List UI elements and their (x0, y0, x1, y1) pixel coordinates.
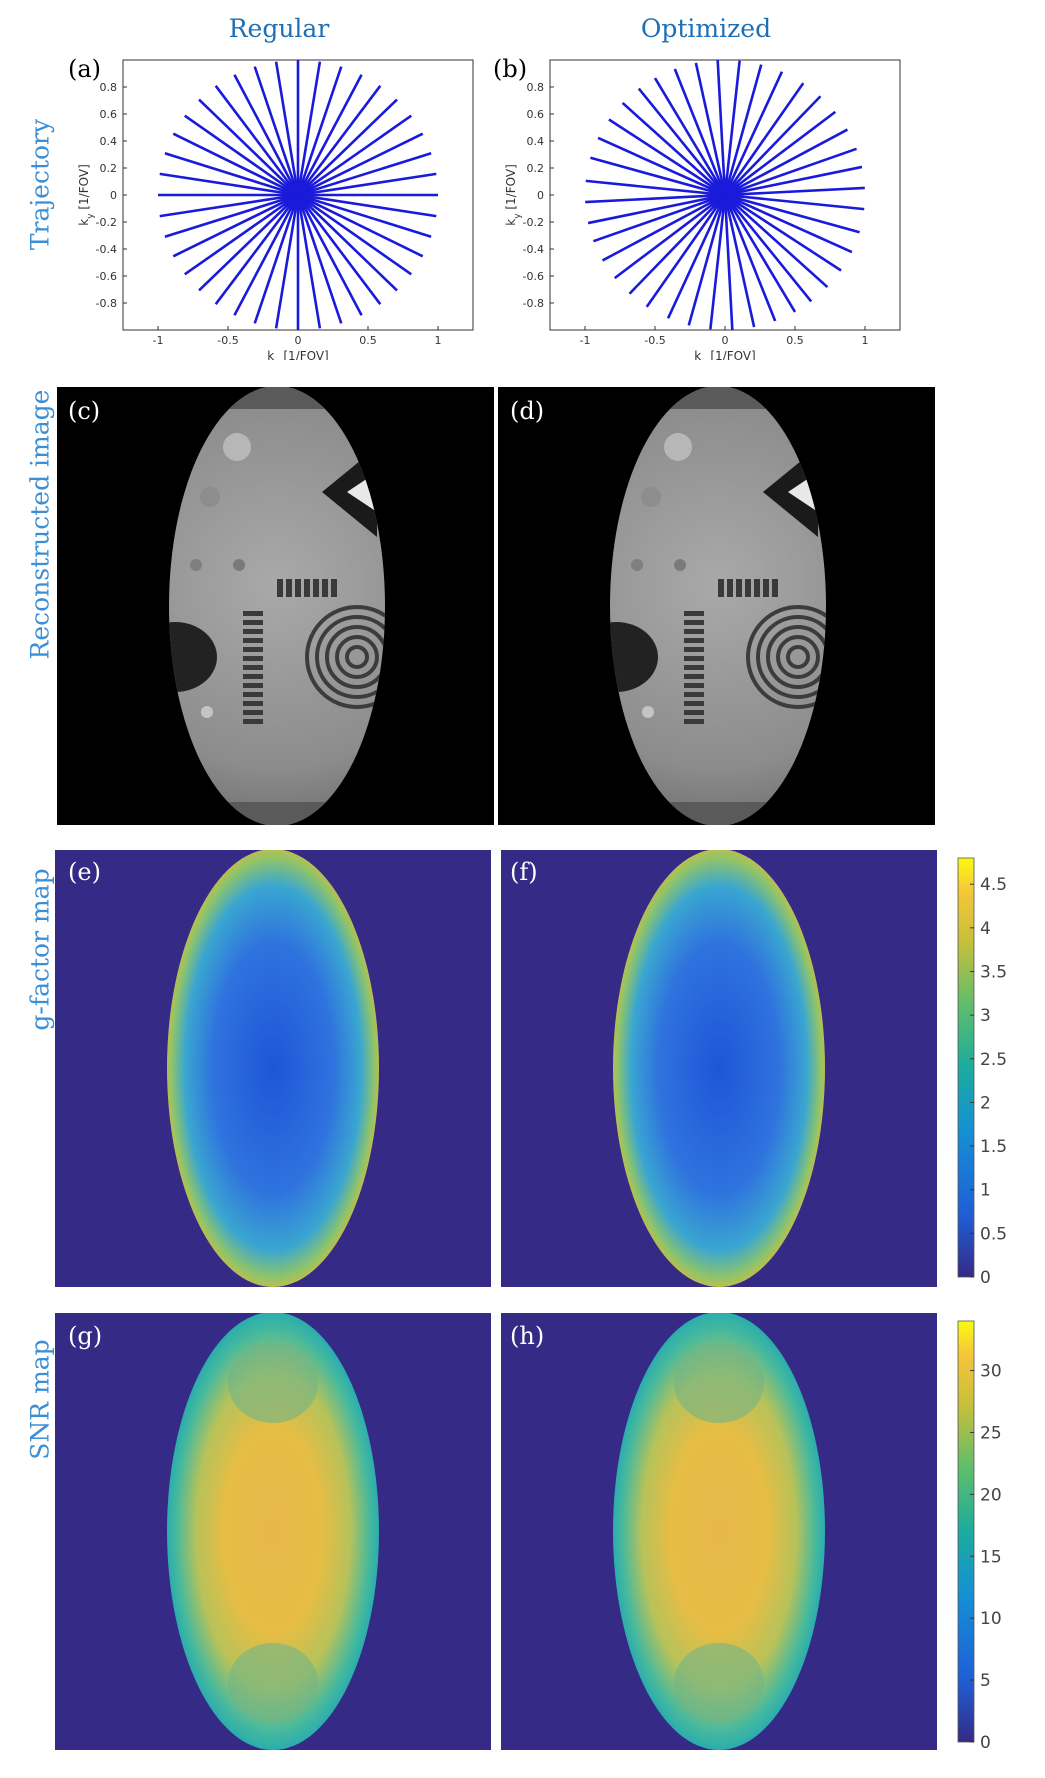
y-tick-label: -0.6 (96, 270, 117, 283)
snr-colorbar-svg: 30 25 20 15 10 5 0 (957, 1320, 1002, 1750)
trajectory-spoke (585, 179, 865, 211)
y-tick-label: -0.2 (523, 216, 544, 229)
gfactor-map-optimized (501, 850, 937, 1287)
x-axis-label: kx [1/FOV] (267, 349, 328, 360)
y-tick-label: -0.4 (523, 243, 544, 256)
reconstructed-image-optimized (498, 387, 935, 825)
row-title-snr: SNR map (25, 1339, 55, 1460)
y-axis-label: ky [1/FOV] (77, 164, 96, 225)
colorbar-tick-label: 0 (980, 1733, 991, 1750)
trajectory-spoke (159, 172, 437, 218)
colorbar-tick-label: 0 (980, 1268, 991, 1285)
panel-label-f: (f) (510, 858, 538, 886)
row-title-trajectory: Trajectory (25, 118, 55, 251)
trajectory-svg-optimized: -1 -0.5 0 0.5 1 0.8 0.6 0.4 0.2 0 -0.2 -0.4 -0.6 -0.8… (504, 59, 901, 360)
x-tick-label: -1 (153, 334, 164, 347)
y-tick-label: -0.4 (96, 243, 117, 256)
panel-label-e: (e) (68, 858, 101, 886)
x-tick-label: -1 (580, 334, 591, 347)
y-axis-label: ky [1/FOV] (504, 164, 523, 225)
panel-label-g: (g) (68, 1322, 103, 1350)
y-tick-label: 0.4 (527, 135, 545, 148)
x-tick-label: 0 (295, 334, 302, 347)
snr-map-optimized (501, 1313, 937, 1750)
x-tick-label: 0 (722, 334, 729, 347)
reconstructed-image-regular (57, 387, 494, 825)
colorbar-tick-label: 1.5 (980, 1137, 1007, 1157)
colorbar-tick-label: 3.5 (980, 962, 1007, 982)
trajectory-plot-optimized: -1 -0.5 0 0.5 1 0.8 0.6 0.4 0.2 0 -0.2 -0.4 -0.6 -0.8… (495, 50, 915, 360)
panel-label-b: (b) (493, 55, 528, 83)
colorbar-gradient (957, 857, 975, 1278)
x-tick-label: -0.5 (217, 334, 238, 347)
snr-map-regular (55, 1313, 491, 1750)
gfactor-colorbar-svg: 4.5 4 3.5 3 2.5 2 1.5 1 0.5 0 (957, 857, 1007, 1285)
phantom-image-optimized (610, 387, 826, 825)
panel-label-c: (c) (68, 397, 101, 425)
colorbar-tick-label: 4.5 (980, 875, 1007, 895)
x-tick-label: 1 (862, 334, 869, 347)
row-title-gfactor: g-factor map (25, 868, 55, 1031)
y-tick-label: 0 (110, 189, 117, 202)
colorbar-tick-label: 30 (980, 1362, 1002, 1382)
y-tick-label: -0.8 (523, 297, 544, 310)
trajectory-svg-regular: -1 -0.5 0 0.5 1 0.8 0.6 0.4 0.2 0 -0.2 -0.4 -0.6 -0.8… (77, 59, 474, 360)
x-tick-label: 1 (435, 334, 442, 347)
phantom-image-regular (169, 387, 385, 825)
y-tick-label: 0.8 (527, 81, 545, 94)
y-tick-label: -0.6 (523, 270, 544, 283)
snr-image-optimized (613, 1313, 825, 1750)
snr-colorbar: 30 25 20 15 10 5 0 (950, 1313, 1030, 1750)
y-tick-label: 0.6 (100, 108, 118, 121)
colorbar-tick-label: 25 (980, 1423, 1002, 1443)
column-title-regular: Regular (228, 14, 330, 43)
y-tick-label: 0.2 (527, 162, 545, 175)
x-tick-label: 0.5 (786, 334, 804, 347)
colorbar-tick-label: 2 (980, 1093, 991, 1113)
gfactor-colorbar: 4.5 4 3.5 3 2.5 2 1.5 1 0.5 0 (950, 850, 1030, 1285)
gfactor-image-regular (167, 850, 379, 1287)
x-tick-label: -0.5 (644, 334, 665, 347)
colorbar-tick-label: 20 (980, 1485, 1002, 1505)
y-tick-label: 0.6 (527, 108, 545, 121)
y-tick-label: 0.4 (100, 135, 118, 148)
snr-image-regular (167, 1313, 379, 1750)
trajectory-plot-regular: -1 -0.5 0 0.5 1 0.8 0.6 0.4 0.2 0 -0.2 -0.4 -0.6 -0.8… (68, 50, 488, 360)
colorbar-tick-label: 0.5 (980, 1224, 1007, 1244)
y-tick-label: -0.2 (96, 216, 117, 229)
column-title-optimized: Optimized (640, 14, 772, 43)
x-axis-label: kx [1/FOV] (694, 349, 755, 360)
row-title-reconstructed: Reconstructed image (25, 389, 55, 660)
colorbar-tick-label: 2.5 (980, 1050, 1007, 1070)
y-tick-label: -0.8 (96, 297, 117, 310)
y-tick-label: 0.2 (100, 162, 118, 175)
colorbar-tick-label: 3 (980, 1006, 991, 1026)
gfactor-image-optimized (613, 850, 825, 1287)
panel-label-d: (d) (510, 397, 545, 425)
x-tick-label: 0.5 (359, 334, 377, 347)
gfactor-map-regular (55, 850, 491, 1287)
colorbar-tick-label: 10 (980, 1609, 1002, 1629)
y-tick-label: 0.8 (100, 81, 118, 94)
panel-label-a: (a) (68, 55, 102, 83)
colorbar-tick-label: 4 (980, 919, 991, 939)
colorbar-tick-label: 5 (980, 1671, 991, 1691)
panel-label-h: (h) (510, 1322, 545, 1350)
y-tick-label: 0 (537, 189, 544, 202)
colorbar-tick-label: 1 (980, 1181, 991, 1201)
colorbar-tick-label: 15 (980, 1547, 1002, 1567)
colorbar-gradient (957, 1320, 975, 1743)
